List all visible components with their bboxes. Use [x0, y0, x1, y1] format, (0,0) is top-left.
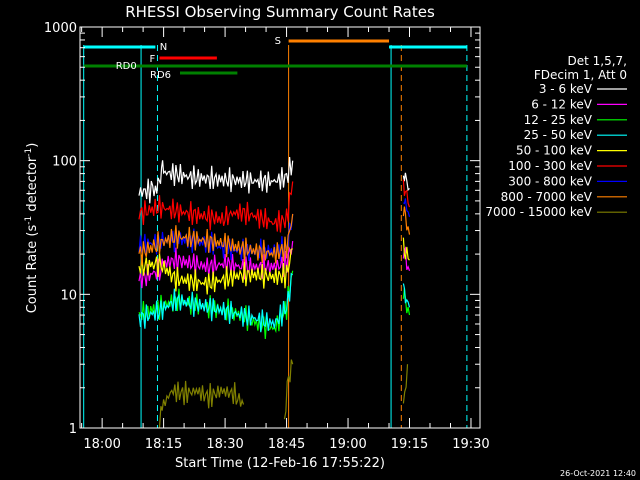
y-tick-label-3: 1000 [44, 21, 77, 36]
series-line-800to7000keV-seg0 [138, 213, 294, 266]
y-axis-label: Count Rate (s-1 detector-1) [24, 143, 40, 314]
y-axis-label-main: Count Rate (s [25, 225, 40, 314]
x-tick-label-5: 19:15 [391, 437, 428, 452]
axes: 1 10 100 1000 18:00 18:15 18:30 18:45 19:00 19:15… [44, 21, 490, 452]
series-line-50to100keV-seg1 [402, 237, 410, 261]
x-tick-label-4: 19:00 [329, 437, 366, 452]
flag-label-f: F [150, 54, 156, 65]
plot-border [79, 26, 481, 429]
y-axis-label-sup2: -1 [24, 148, 34, 157]
flag-label-s: S [275, 36, 281, 47]
legend-entry-label-0: 3 - 6 keV [539, 82, 593, 96]
series-line-100to300keV-seg0 [138, 181, 294, 233]
x-tick-label-2: 18:30 [206, 437, 243, 452]
series-line-7000to15000keV-seg0 [158, 380, 245, 428]
series-line-25to50keV-seg0 [138, 272, 294, 333]
y-tick-label-2: 100 [52, 155, 77, 170]
series-line-50to100keV-seg0 [138, 248, 294, 295]
y-axis-label-close: ) [25, 143, 40, 148]
legend-header-line-2: FDecim 1, Att 0 [534, 68, 627, 82]
legend-entry-label-1: 6 - 12 keV [531, 97, 593, 111]
legend-header-line-1: Det 1,5,7, [568, 54, 628, 68]
plot-area: NF S RD0 RD6 [83, 36, 468, 428]
series-line-300to800keV-seg1 [403, 198, 411, 217]
series-line-800to7000keV-seg1 [402, 206, 411, 235]
legend-entry-label-4: 50 - 100 keV [516, 144, 593, 158]
legend-entry-label-3: 25 - 50 keV [524, 128, 593, 142]
x-tick-label-3: 18:45 [268, 437, 305, 452]
legend-entry-label-5: 100 - 300 keV [508, 159, 592, 173]
x-tick-label-1: 18:15 [145, 437, 182, 452]
legend-entry-label-6: 300 - 800 keV [508, 174, 592, 188]
series-line-7000to15000keV-seg2 [402, 364, 409, 404]
series-line-3to6keV-seg1 [402, 172, 410, 192]
plot-frame [79, 26, 481, 429]
series-line-25to50keV-seg1 [402, 283, 411, 308]
y-tick-label-1: 10 [60, 288, 77, 303]
y-tick-label-0: 1 [69, 422, 77, 437]
chart-title: RHESSI Observing Summary Count Rates [125, 3, 435, 21]
legend-entry-label-2: 12 - 25 keV [524, 113, 593, 127]
y-axis-label-mid: detector [25, 156, 40, 216]
y-axis-label-sup: -1 [24, 216, 34, 225]
flag-label-rd0: RD0 [116, 61, 137, 72]
x-tick-label-0: 18:00 [83, 437, 120, 452]
flag-label-rd6: RD6 [150, 70, 171, 81]
footer-timestamp: 26-Oct-2021 12:40 [560, 469, 636, 478]
x-tick-label-6: 19:30 [452, 437, 489, 452]
x-axis-label: Start Time (12-Feb-16 17:55:22) [175, 456, 385, 471]
legend-entry-label-8: 7000 - 15000 keV [485, 205, 592, 219]
series-line-7000to15000keV-seg1 [283, 359, 294, 420]
series-line-3to6keV-seg0 [138, 156, 294, 204]
legend-entry-label-7: 800 - 7000 keV [501, 190, 593, 204]
series-line-100to300keV-seg1 [402, 179, 411, 208]
flag-label-n: N [160, 42, 167, 53]
